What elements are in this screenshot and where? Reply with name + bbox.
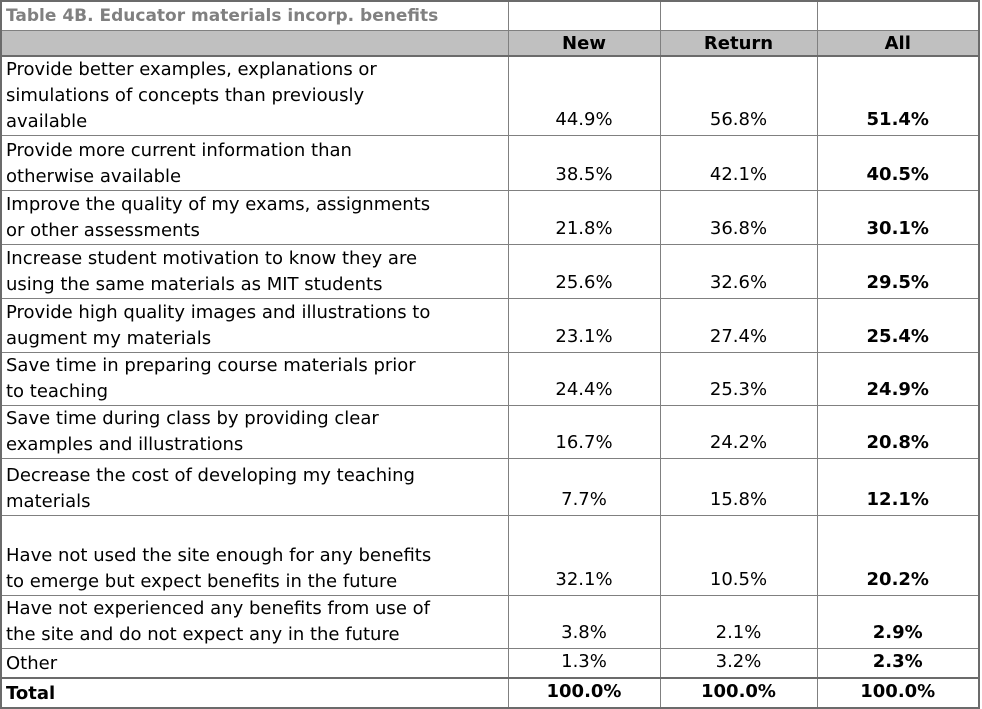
new-value-cell: 1.3% — [507, 648, 661, 679]
benefit-label-cell: Save time in preparing course materials … — [0, 352, 509, 406]
column-header-return: Return — [659, 30, 818, 57]
new-value-cell: 25.6% — [507, 244, 661, 299]
total-label-cell: Total — [0, 677, 509, 709]
table-row: Provide more current information than ot… — [0, 135, 980, 191]
benefit-label-cell: Save time during class by providing clea… — [0, 405, 509, 459]
new-value-cell: 7.7% — [507, 458, 661, 516]
return-value-cell: 27.4% — [659, 298, 818, 353]
return-value-cell: 36.8% — [659, 190, 818, 245]
total-return-value-cell: 100.0% — [659, 677, 818, 709]
column-header-new: New — [507, 30, 661, 57]
return-value-cell: 56.8% — [659, 55, 818, 136]
all-value-cell: 2.9% — [816, 595, 980, 649]
title-row: Table 4B. Educator materials incorp. ben… — [0, 0, 980, 31]
benefit-label-cell: Improve the quality of my exams, assignm… — [0, 190, 509, 245]
all-value-cell: 20.2% — [816, 515, 980, 596]
title-row-spacer-cell — [816, 0, 980, 31]
column-header-all: All — [816, 30, 980, 57]
table-row: Save time during class by providing clea… — [0, 405, 980, 459]
benefit-label-cell: Provide high quality images and illustra… — [0, 298, 509, 353]
new-value-cell: 23.1% — [507, 298, 661, 353]
table-row: Provide high quality images and illustra… — [0, 298, 980, 353]
table-row: Increase student motivation to know they… — [0, 244, 980, 299]
new-value-cell: 32.1% — [507, 515, 661, 596]
total-all-value-cell: 100.0% — [816, 677, 980, 709]
all-value-cell: 24.9% — [816, 352, 980, 406]
table-row: Improve the quality of my exams, assignm… — [0, 190, 980, 245]
column-header-row: New Return All — [0, 30, 980, 57]
all-value-cell: 51.4% — [816, 55, 980, 136]
return-value-cell: 25.3% — [659, 352, 818, 406]
return-value-cell: 42.1% — [659, 135, 818, 191]
table-row: Provide better examples, explanations or… — [0, 55, 980, 136]
table-row: Have not experienced any benefits from u… — [0, 595, 980, 649]
table-title: Table 4B. Educator materials incorp. ben… — [0, 0, 509, 31]
benefit-label-cell: Have not experienced any benefits from u… — [0, 595, 509, 649]
all-value-cell: 40.5% — [816, 135, 980, 191]
all-value-cell: 12.1% — [816, 458, 980, 516]
all-value-cell: 30.1% — [816, 190, 980, 245]
header-spacer-cell — [0, 30, 509, 57]
return-value-cell: 2.1% — [659, 595, 818, 649]
benefit-label-cell: Provide more current information than ot… — [0, 135, 509, 191]
return-value-cell: 15.8% — [659, 458, 818, 516]
all-value-cell: 20.8% — [816, 405, 980, 459]
all-value-cell: 2.3% — [816, 648, 980, 679]
table-row: Have not used the site enough for any be… — [0, 515, 980, 596]
title-row-spacer-cell — [659, 0, 818, 31]
all-value-cell: 25.4% — [816, 298, 980, 353]
table-row: Other 1.3% 3.2% 2.3% — [0, 648, 980, 679]
benefit-label-cell: Decrease the cost of developing my teach… — [0, 458, 509, 516]
table-row: Decrease the cost of developing my teach… — [0, 458, 980, 516]
new-value-cell: 38.5% — [507, 135, 661, 191]
return-value-cell: 3.2% — [659, 648, 818, 679]
total-row: Total 100.0% 100.0% 100.0% — [0, 677, 980, 709]
return-value-cell: 10.5% — [659, 515, 818, 596]
benefit-label-cell: Increase student motivation to know they… — [0, 244, 509, 299]
benefit-label-cell: Other — [0, 648, 509, 679]
new-value-cell: 16.7% — [507, 405, 661, 459]
new-value-cell: 21.8% — [507, 190, 661, 245]
title-row-spacer-cell — [507, 0, 661, 31]
new-value-cell: 24.4% — [507, 352, 661, 406]
new-value-cell: 3.8% — [507, 595, 661, 649]
all-value-cell: 29.5% — [816, 244, 980, 299]
benefit-label-cell: Provide better examples, explanations or… — [0, 55, 509, 136]
table-row: Save time in preparing course materials … — [0, 352, 980, 406]
return-value-cell: 24.2% — [659, 405, 818, 459]
benefit-label-cell: Have not used the site enough for any be… — [0, 515, 509, 596]
new-value-cell: 44.9% — [507, 55, 661, 136]
return-value-cell: 32.6% — [659, 244, 818, 299]
total-new-value-cell: 100.0% — [507, 677, 661, 709]
